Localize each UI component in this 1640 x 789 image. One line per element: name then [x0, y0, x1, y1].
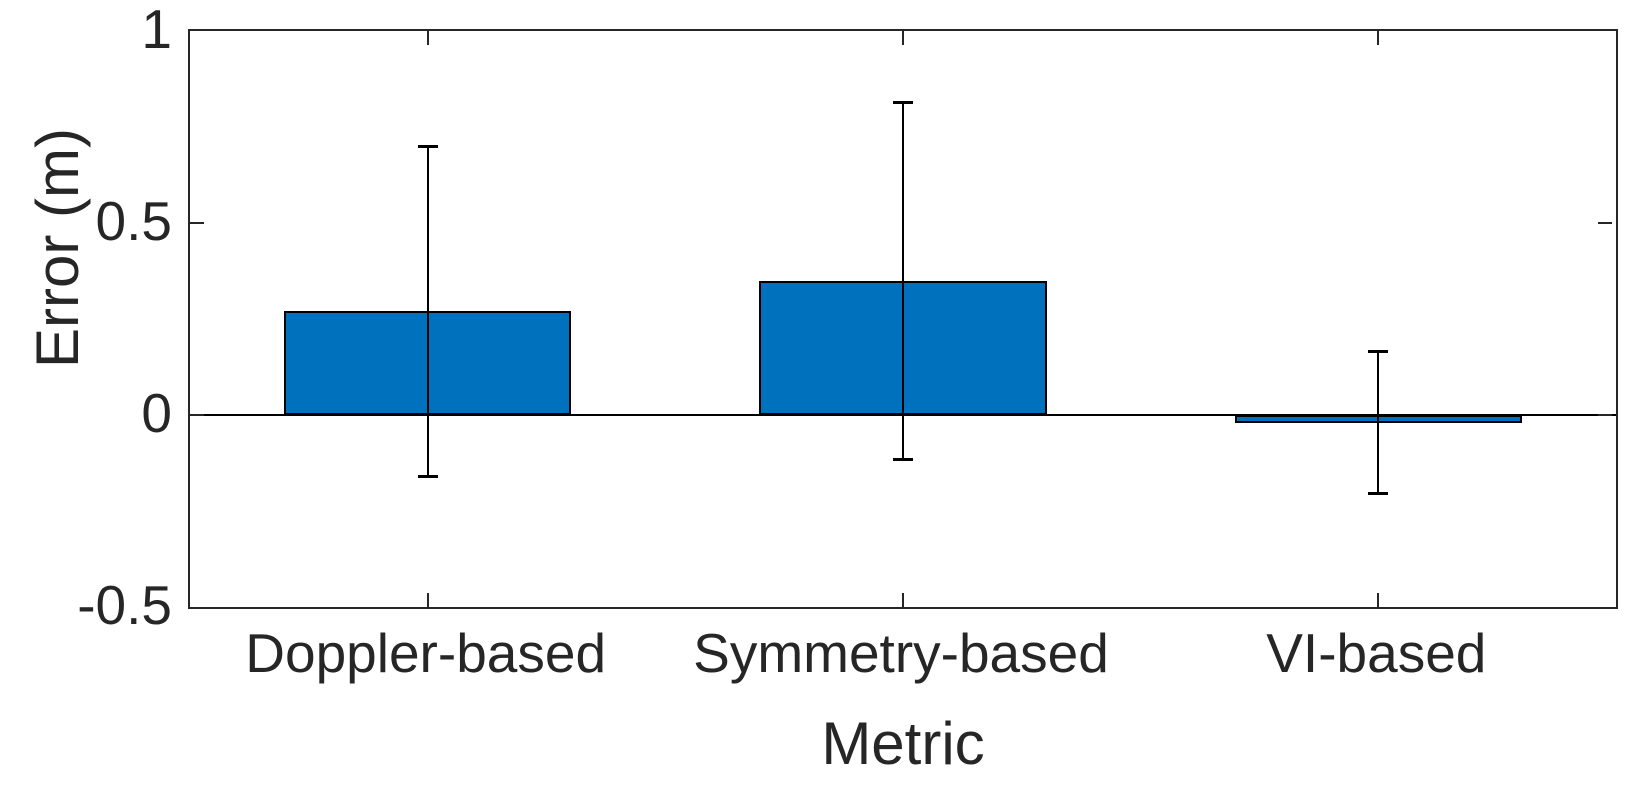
- errorbar-cap-top: [1368, 350, 1389, 354]
- errorbar-cap-bottom: [417, 474, 438, 478]
- x-tick-label: Symmetry-based: [693, 622, 1109, 684]
- x-tick-bottom: [1377, 593, 1380, 607]
- errorbar-cap-bottom: [1368, 492, 1389, 496]
- errorbar-line: [902, 102, 904, 460]
- x-tick-top: [902, 31, 904, 45]
- x-tick-bottom: [902, 593, 904, 607]
- y-tick-label: 1: [141, 0, 172, 60]
- errorbar-line: [1377, 351, 1380, 494]
- y-tick-left: [190, 222, 204, 224]
- y-tick-left: [190, 414, 204, 416]
- y-tick-right: [1598, 414, 1612, 416]
- y-tick-label: 0.5: [95, 190, 172, 252]
- y-tick-right: [1598, 222, 1612, 224]
- errorbar-cap-top: [417, 144, 438, 148]
- x-axis-label: Metric: [821, 710, 985, 777]
- x-tick-label: VI-based: [1266, 622, 1487, 684]
- errorbar-cap-top: [893, 100, 913, 104]
- y-tick-label: 0: [141, 382, 172, 444]
- x-tick-label: Doppler-based: [245, 622, 607, 684]
- x-tick-top: [426, 31, 429, 45]
- x-tick-bottom: [426, 593, 429, 607]
- errorbar-line: [426, 146, 429, 477]
- y-tick-label: -0.5: [77, 574, 172, 636]
- errorbar-cap-bottom: [893, 457, 913, 461]
- x-tick-top: [1377, 31, 1380, 45]
- plot-area: [188, 29, 1618, 609]
